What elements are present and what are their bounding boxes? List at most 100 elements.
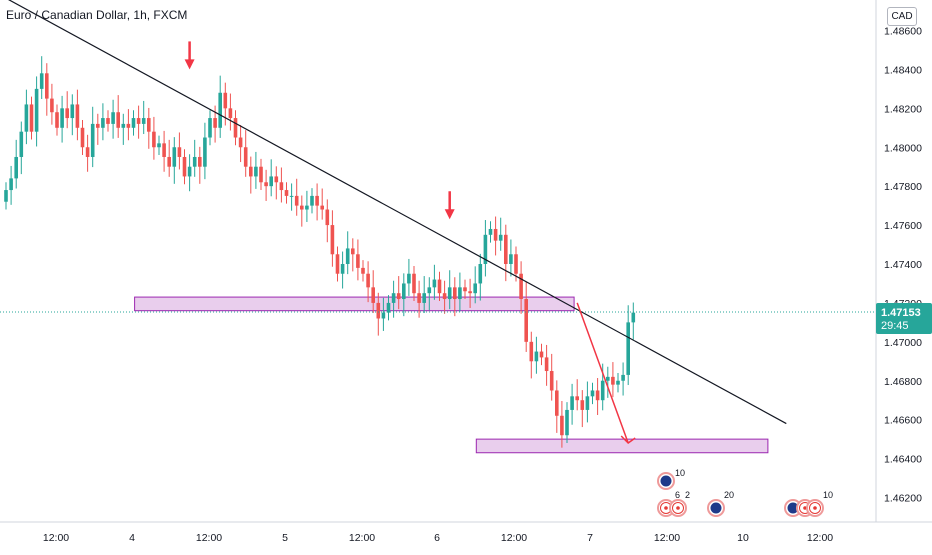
candle-body xyxy=(70,104,75,119)
price-tick-label: 1.46200 xyxy=(884,493,922,505)
ca-flag-leaf xyxy=(803,506,807,510)
candle xyxy=(585,381,590,423)
candle xyxy=(101,103,105,141)
candle-body xyxy=(141,118,146,124)
candle xyxy=(243,130,248,177)
candle xyxy=(356,239,360,281)
candle-body xyxy=(24,104,29,132)
candle xyxy=(565,402,569,444)
ca-flag-leaf xyxy=(813,506,817,510)
candle-body xyxy=(488,228,493,235)
candle xyxy=(96,113,100,145)
candle-body xyxy=(391,293,396,303)
down-arrow-marker xyxy=(444,191,455,220)
candle-body xyxy=(264,182,268,187)
candle-body xyxy=(631,312,636,323)
candle xyxy=(228,93,233,131)
candle-body xyxy=(407,273,411,284)
candle xyxy=(366,261,370,303)
price-tick-label: 1.46400 xyxy=(884,454,922,466)
candle-body xyxy=(565,409,569,436)
candle-body xyxy=(371,287,375,303)
candle-body xyxy=(284,190,289,196)
candle-body xyxy=(55,112,59,128)
candle xyxy=(152,116,156,160)
candle xyxy=(294,178,299,216)
candle-body xyxy=(106,118,110,124)
candle xyxy=(208,110,212,146)
candle-body xyxy=(177,147,182,157)
candle xyxy=(45,63,49,116)
candle xyxy=(9,165,13,205)
candle-body xyxy=(544,357,549,372)
candle-body xyxy=(198,156,202,167)
price-tick-label: 1.46800 xyxy=(884,376,922,388)
candle-body xyxy=(340,264,345,274)
candle-body xyxy=(147,118,151,132)
candle xyxy=(498,217,503,251)
time-tick-label: 7 xyxy=(587,532,593,544)
candle-body xyxy=(289,195,294,197)
candle-body xyxy=(570,396,574,410)
candle-body xyxy=(187,166,192,177)
candle-body xyxy=(60,108,64,128)
time-tick-label: 12:00 xyxy=(196,532,222,544)
event-count: 2 xyxy=(685,490,690,500)
price-tick-label: 1.47400 xyxy=(884,259,922,271)
candle xyxy=(478,253,483,301)
candle-body xyxy=(432,279,437,288)
candle xyxy=(330,210,335,267)
candle-body xyxy=(4,190,8,202)
candle xyxy=(192,139,197,177)
candle xyxy=(396,276,401,310)
candle-body xyxy=(203,137,207,167)
candle xyxy=(65,91,69,129)
price-tag-value: 1.47153 xyxy=(881,307,921,319)
candle-body xyxy=(396,293,401,300)
candle xyxy=(19,121,24,175)
candle xyxy=(177,132,182,170)
candle xyxy=(590,382,595,405)
candle xyxy=(386,295,391,321)
candle xyxy=(606,366,610,398)
candle xyxy=(264,169,268,201)
candle-body xyxy=(80,127,85,148)
candle xyxy=(463,279,467,300)
candle xyxy=(116,95,120,138)
candle-body xyxy=(549,371,554,391)
down-arrow-marker xyxy=(184,41,195,70)
candle xyxy=(182,149,187,185)
candle xyxy=(432,264,437,300)
time-tick-label: 5 xyxy=(282,532,288,544)
candle-body xyxy=(381,312,386,319)
candle-body xyxy=(14,156,18,179)
candle xyxy=(345,231,350,275)
candle xyxy=(376,292,381,336)
currency-button[interactable]: CAD xyxy=(887,7,917,26)
candle-body xyxy=(590,390,595,397)
candle-body xyxy=(259,166,263,183)
candle-body xyxy=(116,112,120,128)
trendline xyxy=(8,0,787,425)
time-tick-label: 12:00 xyxy=(807,532,833,544)
candle-body xyxy=(213,118,217,128)
candle-body xyxy=(157,143,161,148)
candle xyxy=(595,378,600,415)
candle xyxy=(157,135,161,156)
candle-body xyxy=(9,178,13,191)
candle-body xyxy=(335,254,340,274)
event-count: 20 xyxy=(724,490,734,500)
candle xyxy=(75,89,80,141)
candle-body xyxy=(524,299,528,342)
candle-body xyxy=(478,264,483,284)
candle xyxy=(70,94,75,136)
candle xyxy=(616,372,620,393)
price-tick-label: 1.46600 xyxy=(884,415,922,427)
eu-flag-icon xyxy=(660,475,672,487)
event-badge xyxy=(669,499,687,517)
candle-body xyxy=(555,390,559,416)
candle xyxy=(402,273,406,317)
candle-body xyxy=(626,322,630,375)
